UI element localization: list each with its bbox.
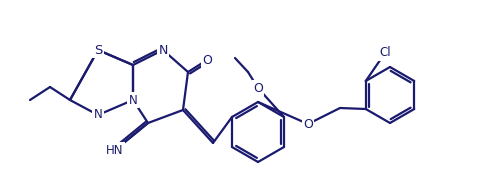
Text: N: N <box>158 43 168 57</box>
Text: S: S <box>94 43 102 57</box>
Text: N: N <box>94 108 102 121</box>
Text: O: O <box>303 118 313 130</box>
Text: N: N <box>129 93 137 106</box>
Text: O: O <box>253 82 263 95</box>
Text: O: O <box>202 54 212 67</box>
Text: Cl: Cl <box>379 46 391 59</box>
Text: HN: HN <box>106 143 124 156</box>
